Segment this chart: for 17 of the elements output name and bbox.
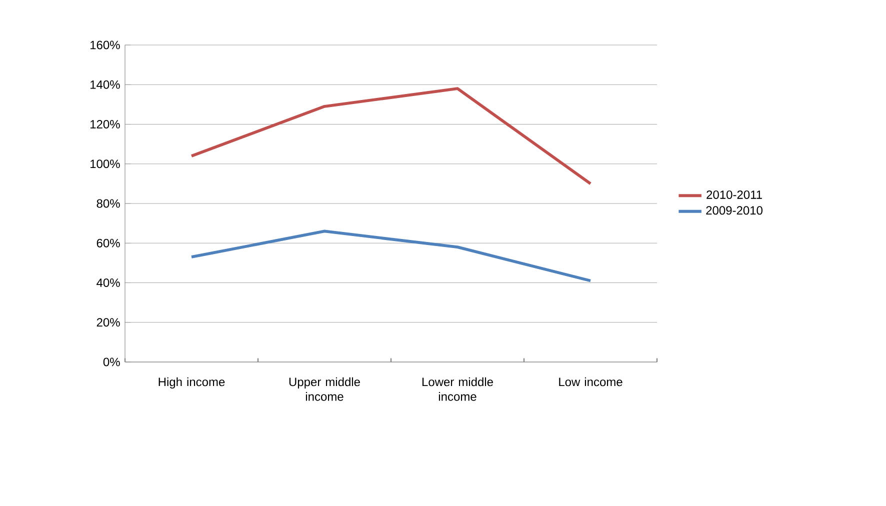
y-tick-label: 120% — [90, 120, 120, 128]
y-tick-label: 60% — [96, 238, 120, 248]
x-tick-label: High income — [158, 377, 225, 389]
legend-label: 2009-2010 — [706, 206, 762, 215]
y-tick-label: 140% — [90, 80, 120, 89]
line-series — [190, 230, 592, 282]
line-series — [190, 87, 592, 186]
y-tick-label: 80% — [96, 199, 120, 208]
y-tick-label: 40% — [96, 278, 120, 287]
y-tick-label: 20% — [96, 318, 120, 327]
y-tick-label: 160% — [90, 40, 120, 50]
y-tick-label: 100% — [90, 160, 120, 168]
legend-label: 2010-2011 — [706, 190, 762, 199]
x-tick-label: Upper middle income — [289, 377, 360, 401]
x-tick-label: Low income — [559, 377, 622, 386]
y-tick-label: 0% — [103, 358, 120, 366]
x-tick-label: Lower middle income — [422, 377, 493, 401]
